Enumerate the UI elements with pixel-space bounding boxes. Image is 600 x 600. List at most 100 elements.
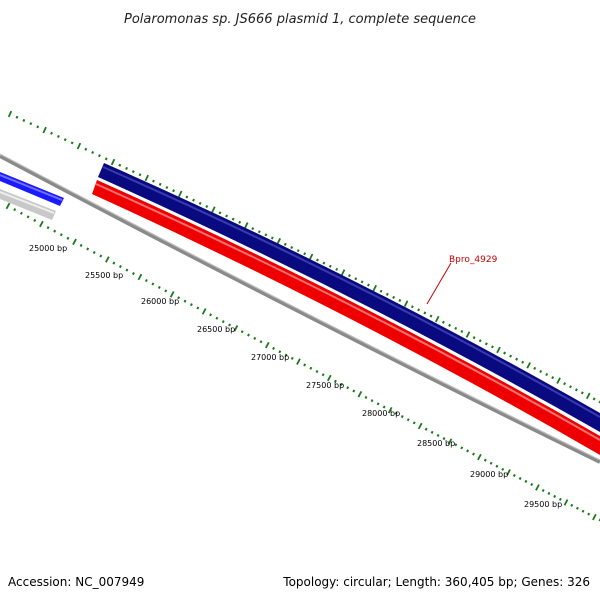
minor-tick	[367, 283, 370, 287]
minor-tick	[225, 214, 228, 218]
minor-tick	[406, 418, 410, 422]
minor-tick	[151, 282, 155, 286]
minor-tick	[484, 342, 488, 346]
minor-tick	[382, 405, 386, 409]
major-tick	[144, 174, 149, 182]
minor-tick	[231, 217, 235, 221]
major-tick	[496, 346, 501, 354]
inner-tick-track	[5, 202, 600, 522]
minor-tick	[322, 261, 326, 265]
major-tick	[585, 392, 591, 400]
plasmid-backbone-highlight	[0, 153, 600, 461]
minor-tick	[50, 131, 53, 135]
minor-tick	[592, 397, 596, 401]
major-tick	[110, 158, 116, 166]
major-tick	[372, 284, 377, 292]
minor-tick	[218, 211, 222, 215]
minor-tick	[545, 373, 549, 377]
minor-tick	[98, 154, 101, 158]
minor-tick	[91, 150, 95, 154]
minor-tick	[209, 313, 212, 317]
major-tick	[465, 331, 471, 338]
minor-tick	[296, 249, 300, 253]
bp-label: 26000 bp	[141, 297, 179, 306]
minor-tick	[551, 376, 555, 380]
minor-tick	[131, 272, 135, 276]
major-tick	[137, 273, 143, 281]
minor-tick	[221, 320, 225, 324]
major-tick	[340, 269, 346, 276]
minor-tick	[454, 326, 458, 330]
minor-tick	[278, 350, 282, 354]
minor-tick	[530, 482, 534, 486]
minor-tick	[489, 461, 493, 465]
minor-tick	[164, 289, 168, 293]
minor-tick	[385, 292, 389, 296]
minor-tick	[86, 247, 90, 251]
minor-tick	[515, 357, 519, 361]
minor-tick	[316, 258, 319, 262]
bp-scale: 25000 bp 25500 bp 26000 bp 26500 bp 2700…	[29, 244, 562, 509]
minor-tick	[521, 360, 525, 364]
bp-label: 29500 bp	[524, 500, 562, 509]
minor-tick	[272, 346, 276, 350]
minor-tick	[509, 354, 513, 358]
accession-text: Accession: NC_007949	[8, 575, 144, 589]
minor-tick	[70, 141, 74, 145]
minor-tick	[478, 339, 482, 343]
minor-tick	[533, 366, 537, 370]
minor-tick	[429, 314, 433, 318]
minor-tick	[394, 411, 398, 415]
minor-tick	[309, 366, 313, 370]
major-tick	[201, 308, 207, 315]
gene-bpro-4929[interactable]	[98, 163, 600, 432]
major-tick	[42, 126, 47, 134]
major-tick	[296, 358, 301, 365]
minor-tick	[412, 421, 416, 425]
minor-tick	[442, 437, 446, 441]
minor-tick	[118, 163, 122, 167]
major-tick	[535, 484, 540, 491]
minor-tick	[157, 285, 161, 289]
minor-tick	[19, 211, 23, 215]
major-tick	[7, 110, 13, 118]
minor-tick	[270, 236, 274, 240]
major-tick	[403, 300, 409, 307]
gene-feature-blue-highlight	[0, 174, 63, 201]
minor-tick	[303, 252, 307, 256]
minor-tick	[240, 330, 244, 334]
minor-tick	[158, 182, 162, 186]
minor-tick	[501, 467, 505, 471]
minor-tick	[22, 118, 26, 122]
minor-tick	[570, 503, 574, 507]
minor-tick	[284, 353, 288, 357]
gene-feature-red[interactable]	[92, 180, 600, 455]
major-tick	[265, 341, 270, 349]
minor-tick	[518, 476, 522, 480]
minor-tick	[15, 115, 19, 119]
minor-tick	[131, 170, 135, 174]
major-tick	[5, 202, 11, 210]
gene-label-bpro-4929[interactable]: Bpro_4929	[449, 255, 498, 265]
minor-tick	[172, 189, 175, 193]
major-tick	[477, 453, 482, 461]
minor-tick	[563, 382, 567, 386]
major-tick	[308, 253, 314, 261]
minor-tick	[370, 399, 374, 403]
major-tick	[447, 438, 453, 445]
map-title: Polaromonas sp. JS666 plasmid 1, complet…	[124, 12, 476, 27]
minor-tick	[328, 264, 332, 268]
minor-tick	[92, 250, 96, 255]
minor-tick	[512, 473, 516, 477]
minor-tick	[215, 316, 219, 320]
minor-tick	[205, 204, 209, 209]
minor-tick	[53, 229, 57, 233]
minor-tick	[472, 336, 476, 340]
minor-tick	[228, 323, 232, 327]
minor-tick	[259, 340, 263, 344]
minor-tick	[290, 245, 294, 249]
major-tick	[556, 377, 561, 384]
bp-label: 25000 bp	[29, 244, 67, 253]
minor-tick	[495, 464, 499, 468]
